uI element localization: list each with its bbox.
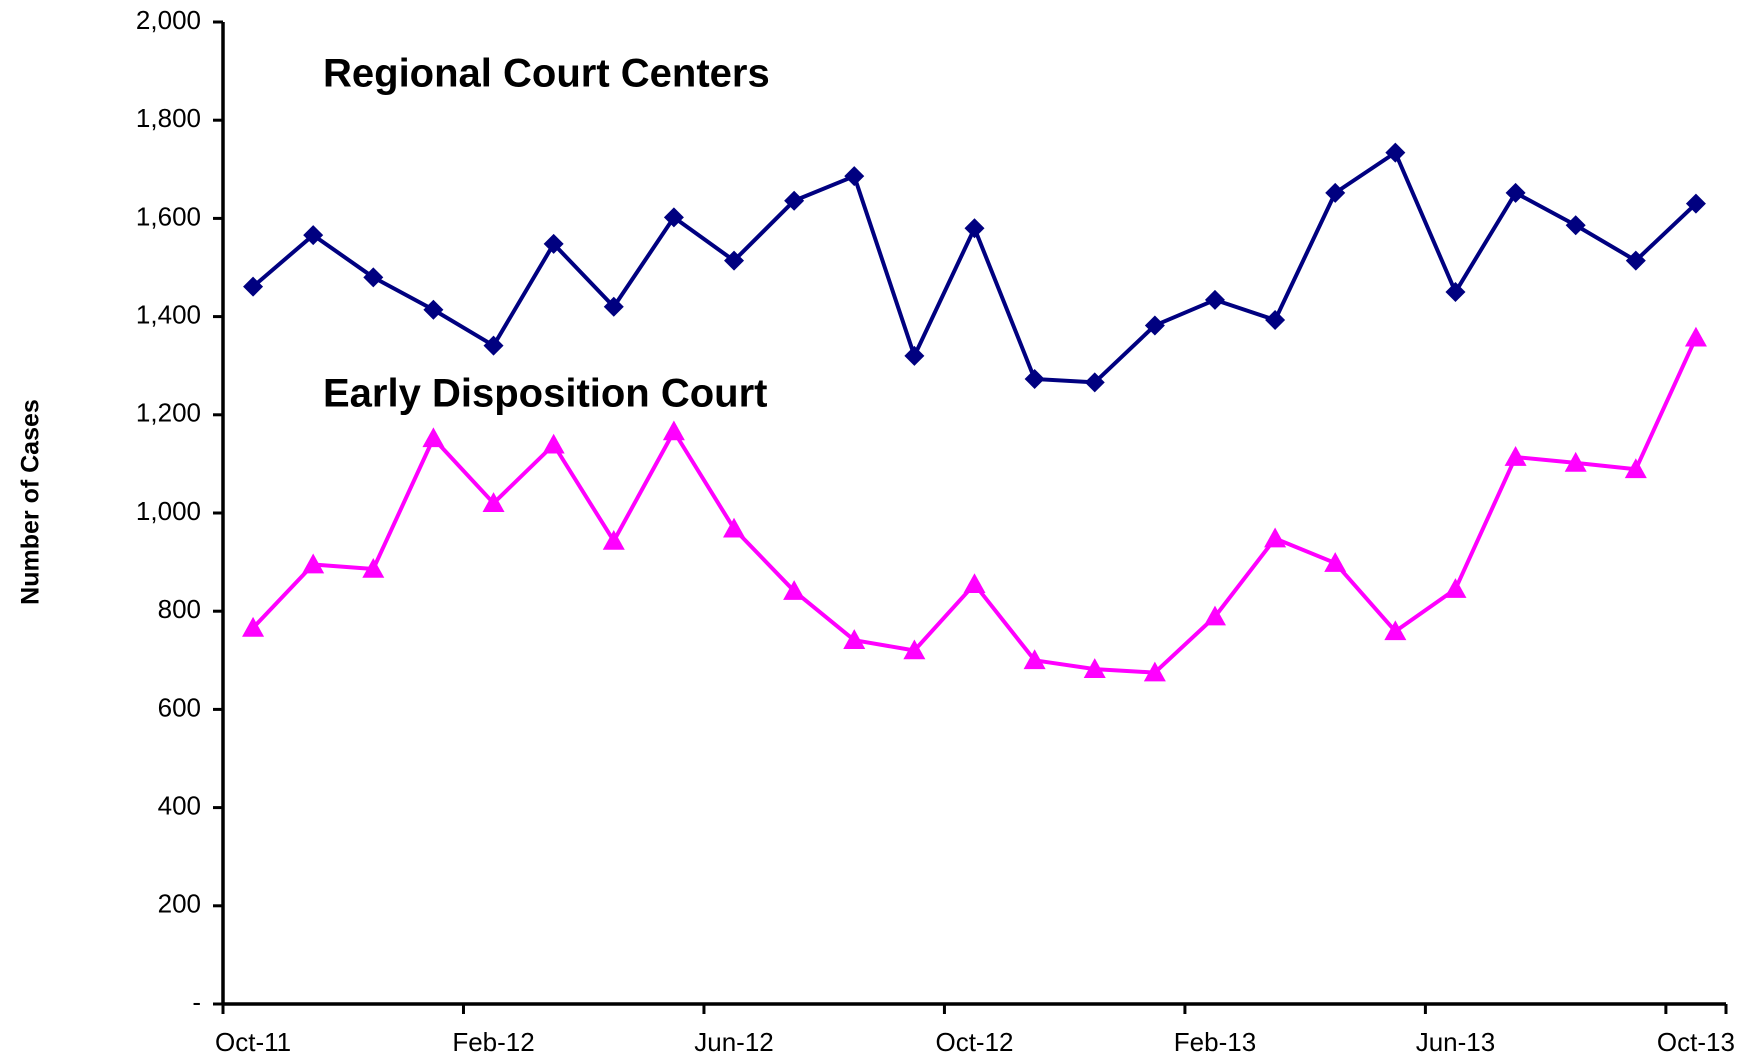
marker [1564, 451, 1587, 472]
marker [1444, 578, 1467, 598]
marker [242, 616, 265, 637]
marker [903, 639, 926, 660]
marker [1325, 182, 1346, 203]
marker [783, 580, 806, 600]
marker [482, 492, 505, 512]
marker [1143, 661, 1166, 682]
marker [1324, 552, 1347, 572]
y-tick-label: 200 [158, 889, 201, 919]
marker [603, 296, 624, 317]
y-axis-label: Number of Cases [17, 399, 45, 605]
series-line [251, 150, 1698, 385]
marker [904, 345, 925, 366]
y-tick-label: 800 [158, 594, 201, 624]
marker [1023, 649, 1046, 670]
y-tick-label: 1,600 [136, 201, 201, 231]
y-tick-label: 1,400 [136, 299, 201, 329]
x-tick-label: Feb-12 [452, 1027, 534, 1057]
marker [663, 207, 684, 228]
marker [602, 529, 625, 550]
marker [1384, 620, 1407, 641]
marker [422, 427, 445, 448]
marker [1264, 527, 1287, 548]
marker [1565, 215, 1586, 236]
marker [302, 553, 325, 574]
marker [1504, 446, 1527, 466]
x-tick-label: Oct-11 [215, 1027, 291, 1057]
series-annotation: Regional Court Centers [323, 52, 770, 96]
x-tick-label: Jun-12 [694, 1027, 774, 1057]
marker [844, 166, 865, 187]
marker [1625, 250, 1646, 271]
marker [1144, 315, 1165, 336]
marker [1684, 326, 1707, 347]
marker [784, 190, 805, 211]
marker [543, 233, 564, 254]
marker [964, 218, 985, 239]
marker [1203, 605, 1226, 626]
marker [724, 250, 745, 271]
marker [243, 276, 264, 297]
x-tick-label: Oct-13 [1657, 1027, 1735, 1057]
x-tick-label: Feb-13 [1174, 1027, 1256, 1057]
marker [1083, 658, 1106, 678]
y-tick-label: 600 [158, 692, 201, 722]
marker [1685, 193, 1706, 214]
marker [1024, 368, 1045, 389]
marker [483, 335, 504, 356]
marker [1385, 142, 1406, 163]
marker [843, 629, 866, 649]
marker [1084, 372, 1105, 393]
marker [303, 225, 324, 246]
marker [723, 517, 746, 538]
x-tick-label: Oct-12 [935, 1027, 1013, 1057]
marker [362, 557, 385, 578]
y-tick-label: - [192, 987, 201, 1017]
series-annotation: Early Disposition Court [323, 372, 768, 416]
y-tick-label: 1,000 [136, 496, 201, 526]
marker [1265, 310, 1286, 331]
marker [1505, 182, 1526, 203]
marker [963, 573, 986, 593]
y-tick-label: 400 [158, 790, 201, 820]
marker [363, 267, 384, 288]
marker [1624, 458, 1647, 479]
marker [662, 420, 685, 441]
x-tick-label: Jun-13 [1416, 1027, 1496, 1057]
y-tick-label: 2,000 [136, 5, 201, 35]
y-tick-label: 1,800 [136, 103, 201, 133]
marker [1204, 289, 1225, 310]
marker [423, 299, 444, 320]
marker [1445, 282, 1466, 303]
y-tick-label: 1,200 [136, 398, 201, 428]
marker [542, 433, 565, 454]
